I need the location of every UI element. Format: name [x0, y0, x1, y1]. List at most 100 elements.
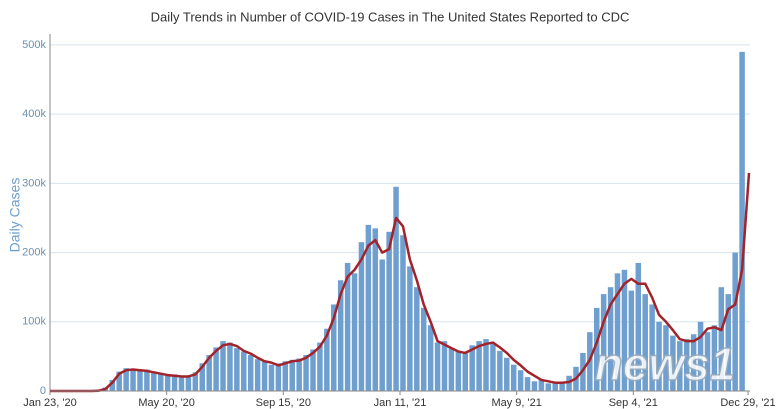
bar — [199, 363, 206, 391]
bar — [358, 242, 365, 391]
bar — [614, 273, 621, 391]
bar — [296, 358, 302, 391]
bar — [393, 186, 399, 391]
bar — [524, 377, 531, 391]
bar — [289, 359, 295, 391]
bar — [351, 273, 358, 391]
watermark: news1 — [595, 338, 736, 390]
bar — [739, 51, 745, 391]
bar — [462, 352, 468, 391]
bar — [649, 304, 655, 391]
bar — [372, 228, 379, 391]
x-tick-label: Jan 23, '20 — [23, 397, 76, 409]
bar — [538, 379, 545, 391]
y-axis-label: Daily Cases — [7, 178, 23, 253]
bar — [531, 381, 538, 391]
bar — [109, 379, 116, 391]
bar — [559, 382, 565, 391]
bar — [552, 382, 558, 391]
bar — [476, 341, 482, 391]
y-tick-label: 200k — [22, 246, 46, 258]
bar — [247, 355, 254, 391]
bar — [241, 351, 247, 391]
bar — [220, 341, 226, 391]
bar — [697, 321, 704, 391]
bar — [123, 368, 129, 391]
average-line — [50, 172, 751, 393]
y-tick-label: 100k — [22, 316, 46, 328]
bar — [268, 364, 275, 391]
bar — [711, 325, 718, 391]
x-tick-label: Jan 11, '21 — [374, 397, 427, 409]
bar — [164, 375, 171, 391]
bar — [137, 370, 143, 391]
bar — [344, 262, 351, 391]
x-tick-label: Sep 4, '21 — [609, 397, 658, 409]
bar — [545, 383, 552, 391]
bar — [407, 266, 413, 391]
bar — [420, 307, 427, 391]
bar — [254, 359, 261, 391]
chart-title: Daily Trends in Number of COVID-19 Cases… — [151, 9, 630, 24]
bar — [275, 363, 282, 391]
x-tick-label: Dec 29, '21 — [720, 397, 775, 409]
x-tick-label: May 20, '20 — [138, 397, 195, 409]
bar — [130, 370, 136, 391]
bar — [483, 339, 489, 391]
bar — [725, 294, 731, 391]
bar — [337, 280, 344, 391]
bar — [607, 287, 614, 391]
bar — [490, 343, 496, 391]
bar — [517, 370, 524, 391]
bar — [704, 332, 711, 391]
bar — [185, 375, 192, 391]
bar — [600, 294, 607, 391]
bar — [386, 231, 392, 391]
bar — [234, 348, 240, 391]
bar — [303, 355, 309, 391]
bar — [116, 371, 122, 391]
bar — [635, 262, 642, 391]
y-tick-label: 500k — [22, 39, 46, 51]
bar — [683, 339, 690, 391]
bar — [455, 350, 462, 391]
bar — [497, 350, 503, 391]
bar — [670, 335, 676, 391]
bar — [434, 342, 441, 391]
bar — [663, 325, 669, 391]
bar — [144, 369, 150, 391]
bar — [365, 224, 372, 391]
bar — [379, 259, 385, 391]
y-tick-label: 0 — [40, 385, 46, 397]
bar — [227, 342, 233, 391]
bar — [441, 341, 448, 391]
bar — [448, 348, 455, 391]
bar — [566, 375, 572, 391]
bar — [594, 307, 600, 391]
bar — [213, 347, 219, 391]
bar — [331, 304, 337, 391]
bar — [628, 290, 635, 391]
bar — [504, 357, 510, 391]
bar — [317, 342, 323, 391]
bar — [656, 321, 662, 391]
bar — [469, 345, 475, 391]
bar — [261, 360, 268, 391]
bar — [690, 334, 697, 391]
bar — [400, 235, 406, 391]
bar — [414, 287, 420, 391]
bar — [206, 355, 212, 391]
y-tick-label: 300k — [22, 177, 46, 189]
x-tick-label: Sep 15, '20 — [256, 397, 311, 409]
bar — [732, 252, 738, 391]
bar — [718, 287, 725, 391]
bar — [151, 373, 157, 391]
bar — [192, 372, 199, 391]
bar — [178, 377, 185, 391]
bar — [171, 374, 178, 391]
bar — [427, 325, 434, 391]
bar — [282, 361, 289, 391]
bar — [310, 349, 316, 391]
bar — [621, 269, 628, 391]
bar — [510, 364, 517, 391]
